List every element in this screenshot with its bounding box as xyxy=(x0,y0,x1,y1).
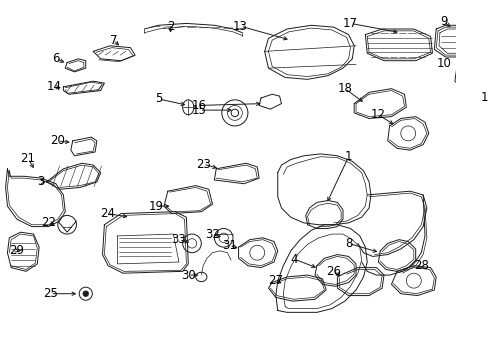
Text: 12: 12 xyxy=(370,108,385,121)
Text: 3: 3 xyxy=(37,175,44,188)
Text: 7: 7 xyxy=(110,34,117,47)
Text: 18: 18 xyxy=(337,82,351,95)
Text: 14: 14 xyxy=(46,80,61,93)
Ellipse shape xyxy=(83,291,88,297)
Text: 31: 31 xyxy=(222,239,236,252)
Text: 16: 16 xyxy=(192,99,206,112)
Text: 10: 10 xyxy=(435,57,450,70)
Text: 1: 1 xyxy=(344,150,352,163)
Text: 26: 26 xyxy=(325,265,341,278)
Text: 23: 23 xyxy=(195,158,210,171)
Text: 25: 25 xyxy=(43,287,58,300)
Text: 9: 9 xyxy=(439,15,447,28)
Text: 27: 27 xyxy=(268,274,283,287)
Text: 5: 5 xyxy=(154,93,162,105)
Text: 32: 32 xyxy=(204,228,220,240)
Text: 19: 19 xyxy=(149,199,164,213)
Text: 29: 29 xyxy=(9,244,24,257)
Text: 28: 28 xyxy=(413,259,428,272)
Text: 24: 24 xyxy=(100,207,115,220)
Text: 11: 11 xyxy=(480,91,488,104)
Text: 21: 21 xyxy=(20,152,36,165)
Text: 22: 22 xyxy=(41,216,56,229)
Text: 20: 20 xyxy=(50,134,65,147)
Text: 2: 2 xyxy=(166,20,174,33)
Text: 15: 15 xyxy=(192,104,206,117)
Text: 6: 6 xyxy=(52,52,60,65)
Text: 8: 8 xyxy=(344,237,351,250)
Text: 13: 13 xyxy=(233,20,247,33)
Text: 17: 17 xyxy=(342,17,357,30)
Text: 4: 4 xyxy=(290,253,298,266)
Text: 30: 30 xyxy=(181,269,195,282)
Text: 33: 33 xyxy=(171,233,186,246)
